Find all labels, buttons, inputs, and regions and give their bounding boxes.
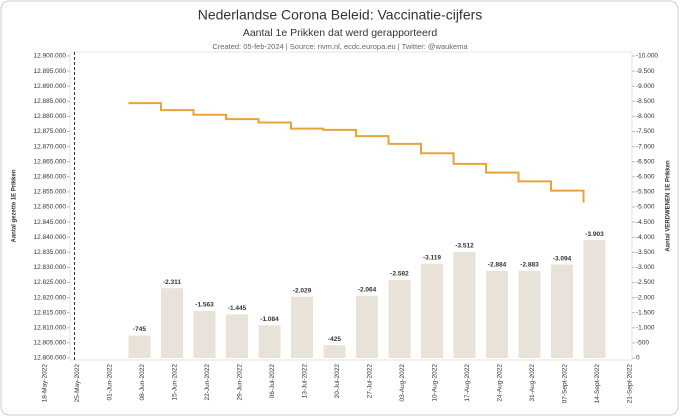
y-tick-label: 12.800.000 — [33, 355, 66, 362]
x-tick-label: 07-Sept-2022 — [562, 364, 569, 404]
y2-tick-label: -1.500 — [636, 309, 655, 316]
y2-tick-label: -3.000 — [636, 264, 655, 271]
x-tick-label: 27-Jul-2022 — [367, 364, 374, 399]
y2-tick-label: -3.500 — [636, 249, 655, 256]
bar-value-label: -3.119 — [423, 255, 441, 262]
y-axis-title: Aantal gezette 1E Prikken — [12, 169, 18, 242]
y-tick-label: 12.855.000 — [33, 189, 66, 196]
y-tick-label: 12.870.000 — [33, 143, 66, 150]
y2-tick-label: 0 — [636, 355, 640, 362]
bar — [518, 270, 541, 358]
y2-tick-label: -7.500 — [636, 128, 655, 135]
y2-tick-label: -4.500 — [636, 219, 655, 226]
y2-tick-label: -7.000 — [636, 143, 655, 150]
bar-value-label: -3.903 — [585, 231, 604, 238]
bar — [356, 295, 378, 358]
chart-subtitle: Aantal 1e Prikken dat werd gerapporteerd — [243, 27, 438, 39]
bar — [193, 310, 216, 358]
y-tick-label: 12.880.000 — [33, 113, 66, 120]
y-tick-label: 12.860.000 — [33, 174, 66, 181]
bar-value-label: -3.094 — [553, 255, 572, 262]
x-tick-label: 25-May-2022 — [74, 364, 81, 403]
x-tick-label: 08-Jun-2022 — [139, 364, 146, 401]
x-tick-label: 17-Aug-2022 — [464, 364, 471, 402]
y2-tick-label: -1.000 — [636, 325, 655, 332]
bar — [258, 325, 281, 358]
x-tick-label: 29-Jun-2022 — [237, 364, 244, 401]
x-tick-label: 10-Aug-2022 — [432, 364, 439, 402]
bar — [453, 251, 476, 358]
bar — [291, 296, 313, 358]
bar-value-label: -2.883 — [520, 262, 539, 269]
bar — [128, 335, 151, 358]
x-tick-label: 06-Jul-2022 — [269, 364, 276, 399]
y-tick-label: 12.825.000 — [33, 279, 66, 286]
y-tick-label: 12.840.000 — [33, 234, 66, 241]
y-tick-label: 12.805.000 — [33, 340, 66, 347]
x-tick-label: 14-Sept-2022 — [594, 364, 601, 404]
y-tick-label: 12.900.000 — [33, 53, 66, 60]
y2-tick-label: -2.500 — [636, 279, 655, 286]
bar — [583, 240, 606, 358]
x-tick-label: 21-Sept-2022 — [627, 364, 634, 404]
x-tick-label: 22-Jun-2022 — [204, 364, 211, 401]
y2-tick-label: -8.500 — [636, 98, 655, 105]
y2-tick-label: -9.000 — [636, 83, 655, 90]
y2-tick-label: -9.500 — [636, 68, 655, 75]
y-tick-label: 12.885.000 — [33, 98, 66, 105]
x-tick-label: 15-Jun-2022 — [172, 364, 179, 401]
bar — [323, 345, 346, 358]
y2-tick-label: -10.000 — [636, 53, 658, 60]
plot-frame — [69, 51, 633, 361]
bar-value-label: -1.084 — [260, 316, 279, 323]
y2-tick-label: -5.000 — [636, 204, 655, 211]
y2-tick-label: -5.500 — [636, 189, 655, 196]
bar-value-label: -2.064 — [358, 286, 377, 293]
bar-value-label: -3.512 — [455, 243, 474, 250]
bar-value-label: -2.029 — [293, 287, 312, 294]
y-tick-label: 12.875.000 — [33, 128, 66, 135]
y2-tick-label: -2.000 — [636, 294, 655, 301]
bar-value-label: -2.582 — [390, 271, 409, 278]
x-tick-label: 18-May-2022 — [42, 364, 49, 403]
bar-value-label: -745 — [133, 326, 146, 333]
y2-tick-label: -8.000 — [636, 113, 655, 120]
x-tick-label: 24-Aug-2022 — [497, 364, 504, 402]
bar — [226, 314, 248, 358]
y2-tick-label: -6.000 — [636, 174, 655, 181]
bar — [486, 270, 508, 358]
x-tick-label: 31-Aug-2022 — [529, 364, 536, 402]
bar — [551, 264, 573, 358]
x-tick-label: 20-Jul-2022 — [334, 364, 341, 399]
x-tick-label: 03-Aug-2022 — [399, 364, 406, 402]
bar-value-label: -2.884 — [488, 262, 507, 269]
caption: Created: 05-feb-2024 | Source: rivm.nl, … — [212, 42, 468, 51]
bar — [421, 263, 443, 358]
y2-tick-label: -500 — [636, 340, 649, 347]
y-tick-label: 12.865.000 — [33, 158, 66, 165]
y-tick-label: 12.890.000 — [33, 83, 66, 90]
y-tick-label: 12.815.000 — [33, 309, 66, 316]
y-tick-label: 12.845.000 — [33, 219, 66, 226]
bar-value-label: -1.563 — [195, 302, 214, 309]
x-tick-label: 13-Jul-2022 — [302, 364, 309, 399]
bar-value-label: -2.311 — [163, 279, 181, 286]
bar-value-label: -1.445 — [228, 305, 247, 312]
bar-value-label: -425 — [328, 336, 341, 343]
line — [128, 102, 585, 203]
y-tick-label: 12.820.000 — [33, 294, 66, 301]
y2-tick-label: -4.000 — [636, 234, 655, 241]
y2-tick-label: -6.500 — [636, 158, 655, 165]
bar — [388, 280, 411, 358]
y-tick-label: 12.895.000 — [33, 68, 66, 75]
chart-title: Nederlandse Corona Beleid: Vaccinatie-ci… — [198, 7, 483, 23]
bar — [161, 288, 183, 358]
y-tick-label: 12.850.000 — [33, 204, 66, 211]
y-tick-label: 12.835.000 — [33, 249, 66, 256]
y2-axis-title: Aantal VERDWENEN 1E Prikken — [666, 160, 672, 252]
y-tick-label: 12.830.000 — [33, 264, 66, 271]
x-tick-label: 01-Jun-2022 — [107, 364, 114, 401]
y-tick-label: 12.810.000 — [33, 325, 66, 332]
